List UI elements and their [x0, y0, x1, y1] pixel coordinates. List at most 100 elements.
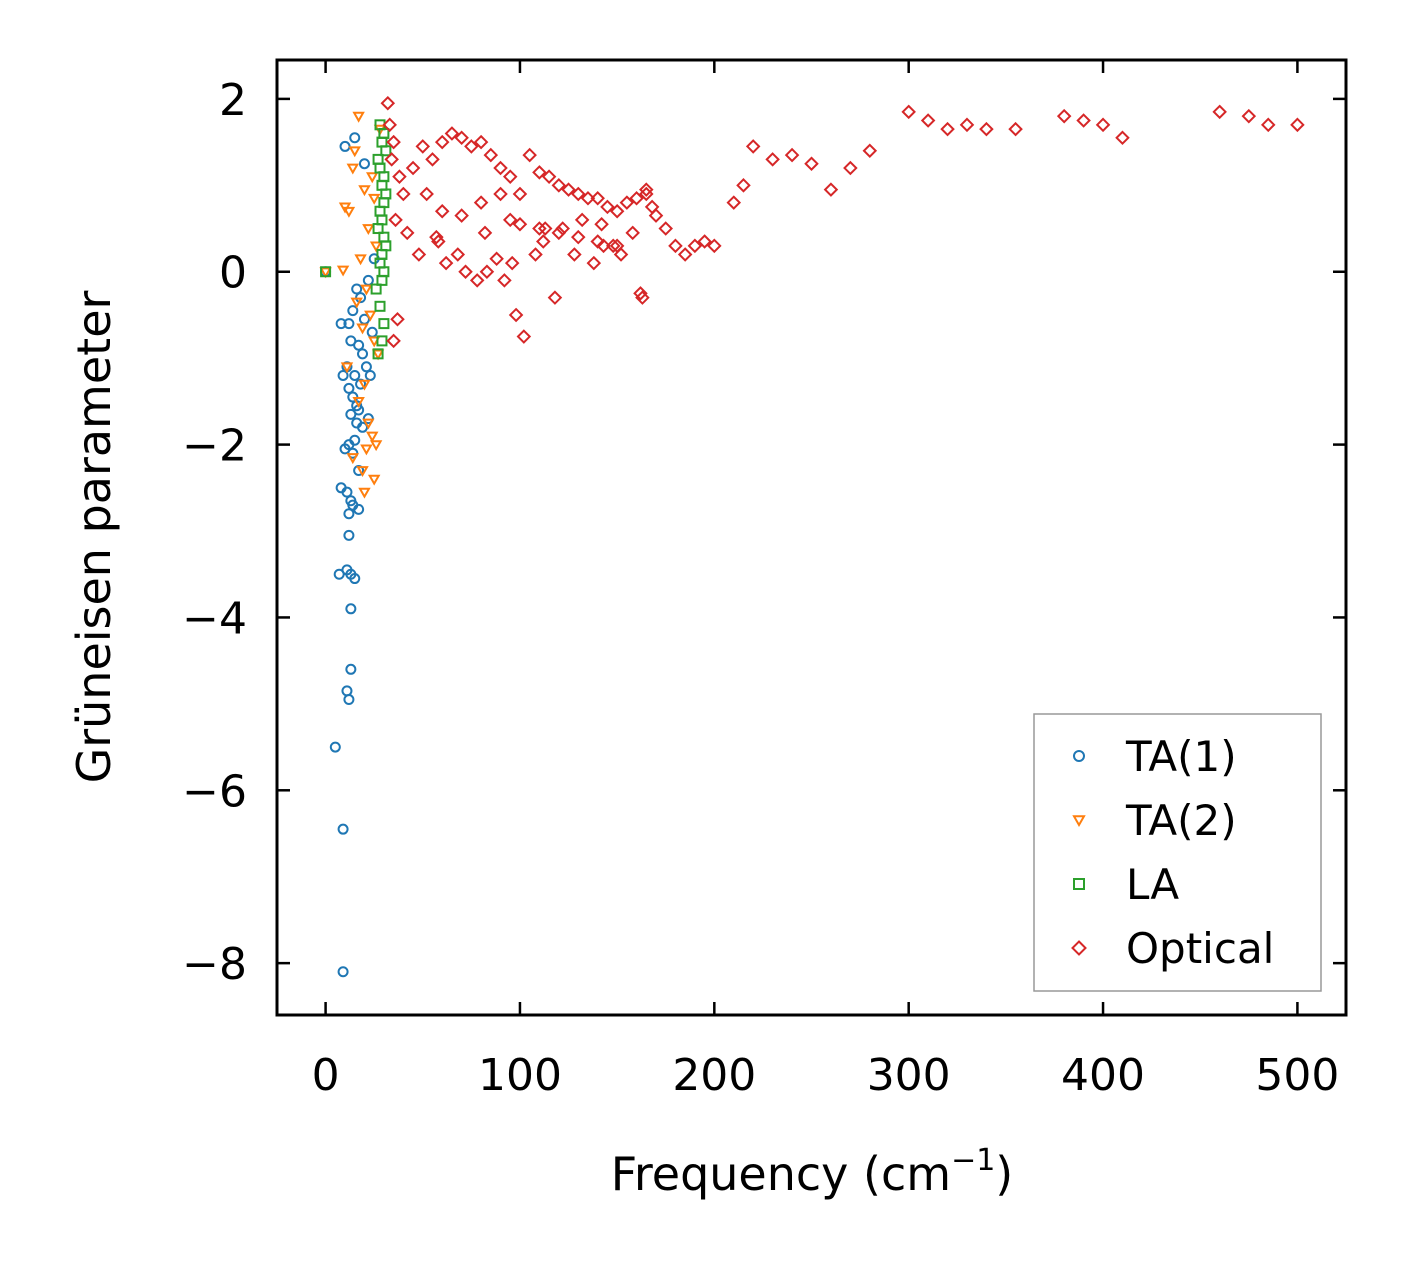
point-optical — [1056, 108, 1072, 124]
point-ta-2 — [364, 310, 377, 322]
point-optical — [536, 234, 551, 249]
point-optical — [1290, 117, 1305, 133]
point-ta-2 — [366, 431, 379, 443]
point-la — [320, 266, 332, 278]
point-optical — [570, 229, 586, 245]
point-optical — [411, 247, 427, 262]
point-optical — [600, 199, 615, 215]
point-ta-2 — [354, 254, 367, 266]
point-optical — [594, 216, 609, 232]
point-ta-1 — [329, 741, 341, 753]
x-tick-label: 400 — [1061, 1050, 1145, 1101]
point-ta-2 — [350, 297, 363, 309]
point-optical — [532, 165, 547, 180]
point-optical — [697, 234, 712, 249]
point-optical — [405, 160, 421, 176]
point-optical — [396, 186, 411, 202]
point-ta-1 — [366, 326, 378, 338]
point-ta-1 — [343, 529, 355, 541]
point-ta-1 — [345, 335, 357, 347]
point-ta-2 — [362, 418, 375, 430]
data-points — [319, 95, 1305, 978]
point-optical — [609, 203, 625, 219]
legend: TA(1) TA(2) LA Optical — [1033, 713, 1322, 992]
point-optical — [425, 152, 440, 167]
point-ta-2 — [369, 440, 383, 452]
point-optical — [532, 221, 547, 236]
point-optical — [765, 152, 780, 167]
point-optical — [479, 264, 495, 280]
legend-label: TA(2) — [1125, 796, 1237, 845]
point-la — [376, 274, 388, 286]
point-optical — [586, 255, 602, 271]
x-tick-label: 100 — [478, 1050, 562, 1101]
point-ta-2 — [369, 241, 383, 253]
point-optical — [390, 312, 405, 327]
point-ta-1 — [349, 573, 361, 585]
point-optical — [940, 121, 955, 137]
point-optical — [590, 234, 605, 249]
point-ta-1 — [360, 361, 372, 373]
x-tick-label: 0 — [312, 1050, 340, 1101]
point-optical — [1241, 108, 1257, 124]
point-ta-1 — [347, 499, 359, 511]
point-optical — [736, 178, 751, 193]
point-optical — [959, 117, 975, 133]
point-optical — [444, 126, 460, 141]
point-optical — [392, 169, 407, 184]
point-optical — [483, 147, 499, 163]
point-ta-2 — [342, 206, 356, 218]
point-optical — [454, 208, 469, 223]
point-ta-2 — [367, 336, 381, 348]
point-optical — [399, 225, 415, 241]
point-ta-2 — [366, 172, 379, 184]
point-optical — [547, 290, 563, 305]
point-ta-1 — [353, 465, 365, 477]
y-tick-label: 2 — [219, 75, 247, 126]
point-optical — [1095, 117, 1111, 133]
point-optical — [415, 139, 431, 154]
point-optical — [596, 238, 611, 254]
point-la — [370, 283, 382, 295]
point-ta-2 — [360, 444, 373, 456]
point-optical — [639, 182, 654, 197]
point-ta-1 — [343, 439, 355, 451]
y-axis-label: Grüneisen parameter — [67, 290, 121, 783]
point-ta-2 — [346, 453, 360, 465]
point-ta-1 — [337, 966, 349, 978]
point-optical — [625, 225, 640, 241]
point-la — [378, 318, 390, 330]
point-ta-2 — [371, 349, 385, 361]
point-ta-1 — [337, 823, 349, 835]
point-ta-1 — [345, 408, 357, 420]
point-optical — [843, 160, 858, 176]
point-ta-2 — [362, 224, 375, 236]
point-optical — [633, 286, 648, 301]
point-optical — [508, 307, 524, 323]
point-optical — [450, 247, 466, 262]
point-optical — [580, 191, 596, 206]
point-optical — [502, 212, 518, 228]
point-optical — [380, 95, 396, 111]
point-optical — [438, 255, 454, 271]
point-optical — [574, 212, 590, 228]
point-ta-2 — [348, 146, 361, 158]
point-optical — [551, 225, 567, 241]
legend-marker — [1073, 750, 1085, 762]
point-optical — [473, 134, 489, 150]
point-ta-2 — [336, 265, 350, 277]
legend-label: Optical — [1126, 924, 1274, 973]
legend-marker — [1072, 815, 1086, 828]
point-optical — [493, 186, 508, 202]
point-optical — [635, 290, 650, 305]
point-optical — [745, 139, 761, 154]
point-ta-2 — [360, 284, 373, 296]
point-ta-1 — [358, 158, 370, 170]
point-ta-1 — [345, 663, 357, 675]
point-optical — [901, 104, 916, 120]
point-ta-2 — [367, 474, 381, 486]
point-optical — [590, 191, 605, 206]
point-optical — [605, 238, 621, 254]
point-ta-1 — [341, 685, 353, 697]
